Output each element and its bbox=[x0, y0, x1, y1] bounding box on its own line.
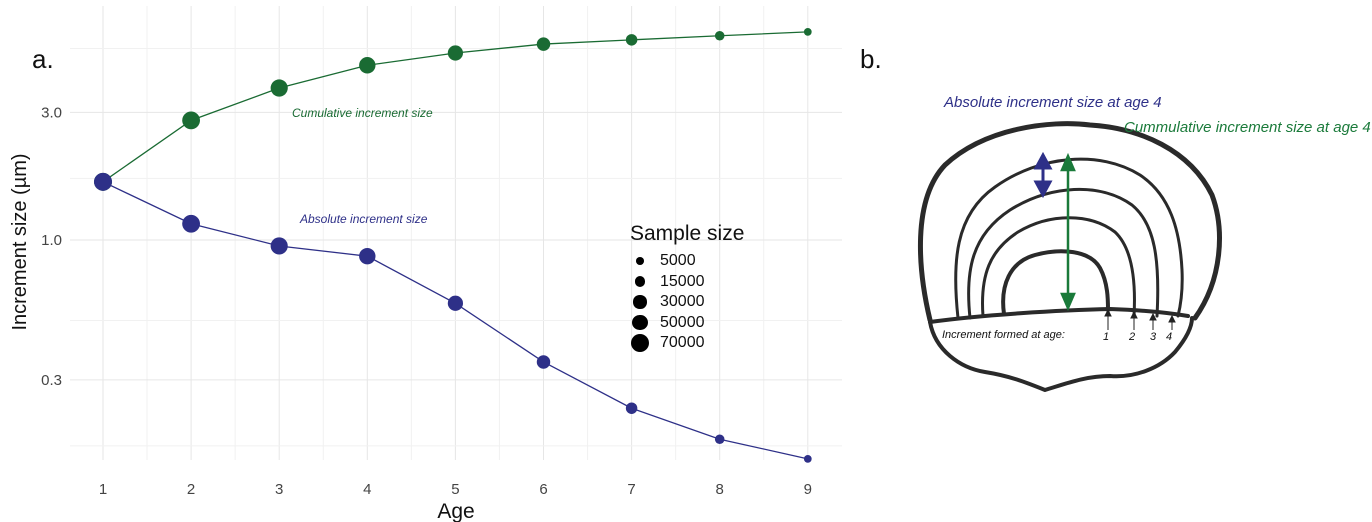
x-tick-label: 1 bbox=[99, 481, 107, 498]
growth-ring-4 bbox=[954, 157, 1184, 320]
panel-a-label: a. bbox=[32, 44, 54, 74]
cumulative-arrow bbox=[1060, 152, 1076, 312]
x-axis-label: Age bbox=[437, 500, 474, 522]
data-point bbox=[625, 34, 638, 46]
growth-ring-1 bbox=[1001, 249, 1110, 316]
data-point bbox=[182, 214, 200, 233]
legend-label: 70000 bbox=[660, 334, 705, 351]
legend-entry: 70000 bbox=[630, 334, 705, 352]
data-point bbox=[270, 237, 288, 255]
x-tick-label: 7 bbox=[627, 481, 635, 498]
legend-dot bbox=[632, 314, 648, 331]
y-tick-label: 3.0 bbox=[41, 104, 62, 121]
legend-title: Sample size bbox=[630, 222, 745, 245]
y-tick-label: 0.3 bbox=[41, 372, 62, 389]
data-point bbox=[359, 247, 376, 265]
y-axis-label: Increment size (µm) bbox=[9, 153, 31, 330]
data-point bbox=[536, 37, 551, 51]
legend-entry: 5000 bbox=[630, 252, 696, 270]
absolute-arrow bbox=[1033, 151, 1053, 199]
data-point bbox=[182, 111, 200, 130]
y-tick-label: 1.0 bbox=[41, 232, 62, 249]
data-point bbox=[803, 454, 812, 463]
otolith-bottom bbox=[928, 316, 1194, 392]
age-label-1: 1 bbox=[1103, 331, 1109, 343]
legend-entry: 30000 bbox=[630, 293, 705, 311]
chart-axes: 1 2 3 4 5 6 7 8 9 0.3 1.0 3.0 bbox=[41, 104, 812, 498]
x-tick-label: 8 bbox=[716, 481, 724, 498]
age-label-2: 2 bbox=[1128, 331, 1135, 343]
growth-ring-2 bbox=[981, 216, 1136, 318]
age-label-4: 4 bbox=[1166, 331, 1172, 343]
legend-label: 15000 bbox=[660, 272, 705, 290]
x-tick-label: 2 bbox=[187, 481, 195, 498]
formed-at-age-label: Increment formed at age: bbox=[942, 329, 1065, 341]
otolith-outline bbox=[917, 121, 1222, 323]
legend-dot bbox=[636, 257, 644, 265]
chart-series bbox=[94, 27, 812, 463]
data-point bbox=[536, 355, 551, 369]
legend-entry: 50000 bbox=[630, 314, 705, 332]
data-point bbox=[270, 79, 288, 97]
data-point bbox=[714, 434, 725, 444]
x-tick-label: 6 bbox=[539, 481, 547, 498]
absolute-increment-title: Absolute increment size at age 4 bbox=[944, 94, 1162, 111]
x-tick-label: 5 bbox=[451, 481, 459, 498]
otolith-diagram bbox=[917, 121, 1222, 392]
data-point bbox=[359, 57, 376, 74]
cumulative-increment-title: Cummulative increment size at age 4 bbox=[1124, 119, 1371, 136]
legend-label: 5000 bbox=[660, 252, 696, 269]
legend-entry: 15000 bbox=[630, 273, 705, 291]
legend-label: 30000 bbox=[660, 293, 705, 310]
data-point bbox=[447, 295, 464, 311]
x-tick-label: 3 bbox=[275, 481, 283, 498]
growth-ring-3 bbox=[967, 188, 1160, 320]
panel-b-label: b. bbox=[860, 44, 882, 74]
data-point bbox=[625, 402, 638, 414]
base-line bbox=[928, 307, 1190, 324]
series-label-cumulative: Cumulative increment size bbox=[292, 106, 433, 120]
x-tick-label: 9 bbox=[804, 481, 812, 498]
series-label-absolute: Absolute increment size bbox=[299, 212, 428, 226]
legend-dot bbox=[631, 334, 649, 352]
legend-label: 50000 bbox=[660, 313, 705, 331]
data-point bbox=[94, 172, 112, 191]
age-label-3: 3 bbox=[1150, 331, 1157, 343]
x-tick-label: 4 bbox=[363, 481, 371, 498]
legend-dot bbox=[633, 295, 647, 309]
data-point bbox=[714, 31, 725, 41]
data-point bbox=[447, 45, 464, 61]
legend-dot bbox=[634, 276, 646, 287]
age-arrows bbox=[1104, 308, 1176, 330]
data-point bbox=[803, 27, 812, 36]
